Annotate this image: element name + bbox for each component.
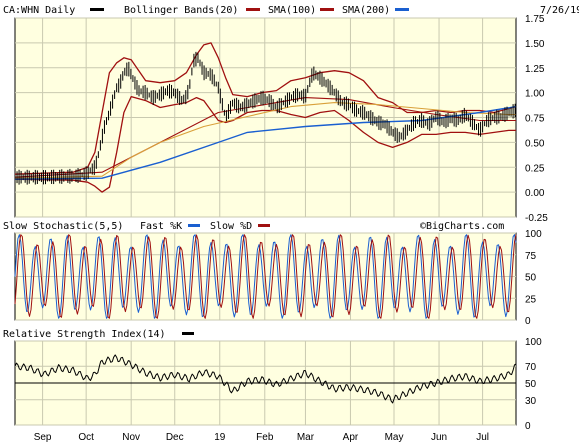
x-tick-label: Nov (122, 432, 140, 443)
x-tick-label: Jun (431, 432, 447, 443)
x-tick-label: Jul (476, 432, 489, 443)
price-tick-label: 1.50 (525, 39, 545, 50)
watermark-label: ©BigCharts.com (420, 221, 504, 232)
fast-k-line (14, 234, 517, 319)
price-tick-label: 1.75 (525, 14, 545, 25)
date-label: 7/26/19 (540, 5, 579, 16)
stochastic-tick-label: 50 (525, 273, 537, 284)
bollinger-lower-line (14, 95, 516, 193)
sma200-legend-swatch (395, 8, 409, 11)
stochastic-tick-label: 25 (525, 294, 537, 305)
x-tick-label: 19 (214, 432, 226, 443)
price-tick-label: 0.00 (525, 188, 545, 199)
sma100-legend-label: SMA(100) (268, 5, 316, 16)
x-tick-label: Oct (78, 432, 94, 443)
rsi-line (14, 354, 517, 404)
bollinger-upper-line (14, 42, 517, 175)
fast-k-label: Fast %K (140, 221, 182, 232)
slow-d-line (14, 234, 517, 319)
sma200-line (14, 102, 516, 179)
x-tick-label: Sep (34, 432, 52, 443)
rsi-tick-label: 30 (525, 396, 537, 407)
bollinger-legend-label: Bollinger Bands(20) (124, 5, 238, 16)
stochastic-title: Slow Stochastic(5,5) (3, 221, 123, 232)
long-sma-line (14, 105, 517, 180)
ticker-label: CA:WHN Daily (3, 5, 75, 16)
x-tick-label: Dec (166, 432, 184, 443)
rsi-tick-label: 100 (525, 337, 542, 348)
price-tick-label: 1.25 (525, 64, 545, 75)
series-layer (14, 42, 517, 404)
rsi-title: Relative Strength Index(14) (3, 329, 166, 340)
sma100-legend-swatch (320, 8, 334, 11)
price-tick-label: 0.75 (525, 114, 545, 125)
slow-d-label: Slow %D (210, 221, 252, 232)
price-tick-label: 1.00 (525, 89, 545, 100)
price-tick-label: -0.25 (525, 213, 548, 224)
rsi-tick-label: 70 (525, 362, 537, 373)
stochastic-tick-label: 75 (525, 251, 537, 262)
x-tick-label: May (385, 432, 404, 443)
price-legend-swatch (90, 8, 104, 11)
rsi-tick-label: 0 (525, 421, 531, 432)
slow-d-swatch (258, 224, 270, 227)
bollinger-legend-swatch (246, 8, 260, 11)
grid-layer (15, 17, 516, 426)
rsi-tick-label: 50 (525, 379, 537, 390)
price-tick-label: 0.25 (525, 163, 545, 174)
x-tick-label: Feb (256, 432, 274, 443)
price-tick-label: 0.50 (525, 138, 545, 149)
sma200-legend-label: SMA(200) (342, 5, 390, 16)
stochastic-tick-label: 100 (525, 229, 542, 240)
rsi-swatch (182, 332, 194, 335)
tick-layer: 1.75 1.50 1.25 1.00 0.75 0.50 0.25 0.00 -0.25 100… (34, 14, 549, 443)
x-tick-label: Mar (297, 432, 315, 443)
fast-k-swatch (188, 224, 200, 227)
x-tick-label: Apr (343, 432, 359, 443)
stochastic-tick-label: 0 (525, 316, 531, 327)
